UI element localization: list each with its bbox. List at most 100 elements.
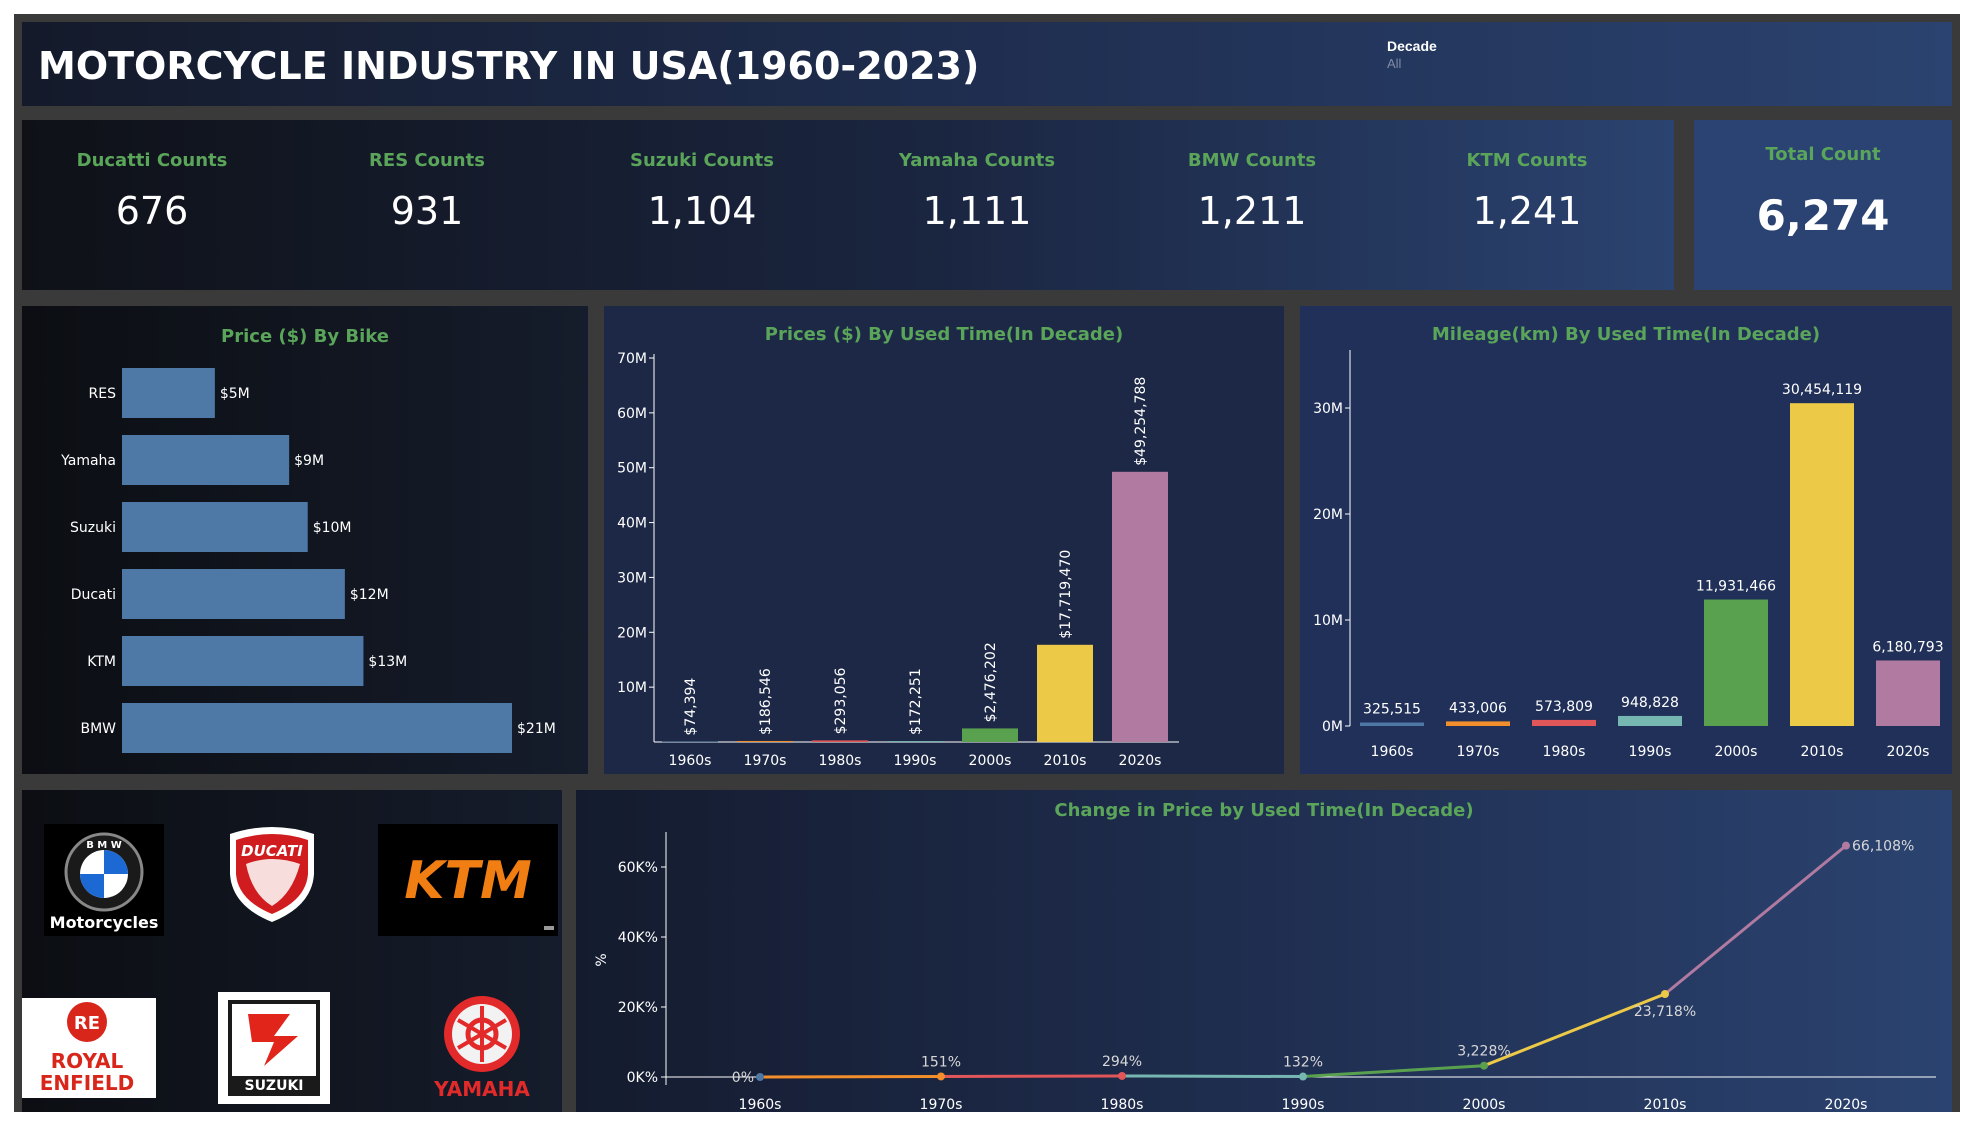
data-label: 0% <box>732 1070 754 1086</box>
data-label: 325,515 <box>1363 702 1421 718</box>
y-tick-label: 30M <box>617 570 647 586</box>
kpi-label: Suzuki Counts <box>630 150 774 171</box>
x-tick-label: 1960s <box>739 1097 782 1112</box>
kpi-value: 1,241 <box>1472 189 1582 233</box>
x-tick-label: 1960s <box>669 753 712 769</box>
kpi-label: RES Counts <box>369 150 485 171</box>
y-tick-label: 0M <box>1322 719 1343 735</box>
data-label: 132% <box>1283 1055 1323 1071</box>
category-label: RES <box>89 386 117 402</box>
kpi-panel: Ducatti Counts 676 RES Counts 931 Suzuki… <box>22 120 1674 290</box>
kpi-total: Total Count 6,274 <box>1694 144 1952 240</box>
data-label: $293,056 <box>833 667 849 734</box>
y-tick-label: 10M <box>617 680 647 696</box>
price-by-bike-chart: RES $5M Yamaha $9M Suzuki $10M Ducati $12M KTM $1… <box>60 368 556 753</box>
data-point <box>937 1072 945 1081</box>
x-tick-label: 2020s <box>1119 753 1162 769</box>
bar <box>1876 660 1940 726</box>
kpi-value: 676 <box>115 189 189 233</box>
kpi-yamaha: Yamaha Counts 1,111 <box>847 150 1107 233</box>
x-tick-label: 1970s <box>920 1097 963 1112</box>
bar <box>1790 403 1854 726</box>
data-label: $74,394 <box>683 678 699 736</box>
x-tick-label: 1990s <box>894 753 937 769</box>
suzuki-logo-text: SUZUKI <box>244 1078 303 1094</box>
data-label: $21M <box>517 721 556 737</box>
x-tick-label: 2000s <box>1715 744 1758 760</box>
data-label: $49,254,788 <box>1133 377 1149 466</box>
bar <box>1618 715 1682 726</box>
x-tick-label: 1990s <box>1282 1097 1325 1112</box>
data-label: 66,108% <box>1852 839 1914 855</box>
svg-text:RE: RE <box>74 1013 100 1034</box>
bar <box>1360 722 1424 726</box>
y-tick-label: 10M <box>1313 613 1343 629</box>
yamaha-logo: YAMAHA <box>433 996 530 1101</box>
decade-filter[interactable]: Decade All <box>1387 38 1437 71</box>
kpi-label: KTM Counts <box>1466 150 1588 171</box>
header-panel: MOTORCYCLE INDUSTRY IN USA(1960-2023) De… <box>22 22 1952 106</box>
x-tick-label: 2010s <box>1044 753 1087 769</box>
data-label: 30,454,119 <box>1782 382 1862 398</box>
x-tick-label: 1980s <box>1543 744 1586 760</box>
kpi-label: BMW Counts <box>1187 150 1317 171</box>
bar <box>1704 599 1768 726</box>
x-tick-label: 1990s <box>1629 744 1672 760</box>
bar <box>662 741 718 743</box>
data-label: $17,719,470 <box>1058 550 1074 639</box>
bar <box>1112 471 1168 742</box>
data-point <box>1842 841 1850 850</box>
data-label: $186,546 <box>758 668 774 735</box>
bar <box>887 741 943 742</box>
data-label: 6,180,793 <box>1872 639 1943 655</box>
x-tick-label: 1980s <box>819 753 862 769</box>
bar <box>1037 644 1093 742</box>
category-label: Suzuki <box>70 520 116 536</box>
category-label: Ducati <box>71 587 116 603</box>
kpi-value: 1,104 <box>647 189 757 233</box>
x-tick-label: 1960s <box>1371 744 1414 760</box>
category-label: KTM <box>87 654 116 670</box>
kpi-bmw: BMW Counts 1,211 <box>1122 150 1382 233</box>
y-tick-label: 50M <box>617 461 647 477</box>
kpi-value: 6,274 <box>1756 191 1890 240</box>
total-count-panel: Total Count 6,274 <box>1694 120 1952 290</box>
x-tick-label: 2000s <box>969 753 1012 769</box>
decade-filter-value[interactable]: All <box>1387 56 1402 71</box>
data-point <box>1118 1071 1126 1080</box>
chart-title: Prices ($) By Used Time(In Decade) <box>764 324 1124 345</box>
line-segment <box>1663 844 1848 996</box>
bmw-logo-text: Motorcycles <box>50 913 159 932</box>
y-tick-label: 40M <box>617 516 647 532</box>
category-label: BMW <box>80 721 116 737</box>
x-tick-label: 2020s <box>1825 1097 1868 1112</box>
x-tick-label: 1970s <box>1457 744 1500 760</box>
prices-by-decade-panel: Prices ($) By Used Time(In Decade) 10M 20… <box>604 306 1284 774</box>
data-label: 23,718% <box>1634 1004 1696 1020</box>
x-tick-label: 2010s <box>1644 1097 1687 1112</box>
data-label: $13M <box>368 654 407 670</box>
bar <box>122 636 364 686</box>
ktm-logo-text: KTM <box>404 851 532 911</box>
ducati-logo-text: DUCATI <box>241 842 303 860</box>
data-point <box>1480 1061 1488 1070</box>
data-label: $9M <box>294 453 324 469</box>
data-label: $12M <box>350 587 389 603</box>
change-in-price-chart: 0K% 20K% 40K% 60K%% 1960s 0% 1970s 151% 1980s 294… <box>594 832 1936 1112</box>
kpi-suzuki: Suzuki Counts 1,104 <box>572 150 832 233</box>
yamaha-logo-text: YAMAHA <box>433 1077 530 1101</box>
y-tick-label: 30M <box>1313 401 1343 417</box>
line-segment <box>1482 992 1667 1068</box>
kpi-label: Ducatti Counts <box>76 150 228 171</box>
data-label: 948,828 <box>1621 695 1679 711</box>
data-label: 151% <box>921 1054 961 1070</box>
data-label: 3,228% <box>1457 1044 1510 1060</box>
y-tick-label: 20M <box>1313 507 1343 523</box>
line-segment <box>758 1074 943 1079</box>
x-tick-label: 2000s <box>1463 1097 1506 1112</box>
mileage-panel: Mileage(km) By Used Time(In Decade) 0M 10… <box>1300 306 1952 774</box>
category-label: Yamaha <box>60 453 116 469</box>
data-label: 573,809 <box>1535 699 1593 715</box>
royal-enfield-line2: ENFIELD <box>40 1071 135 1095</box>
royal-enfield-line1: ROYAL <box>51 1049 124 1073</box>
